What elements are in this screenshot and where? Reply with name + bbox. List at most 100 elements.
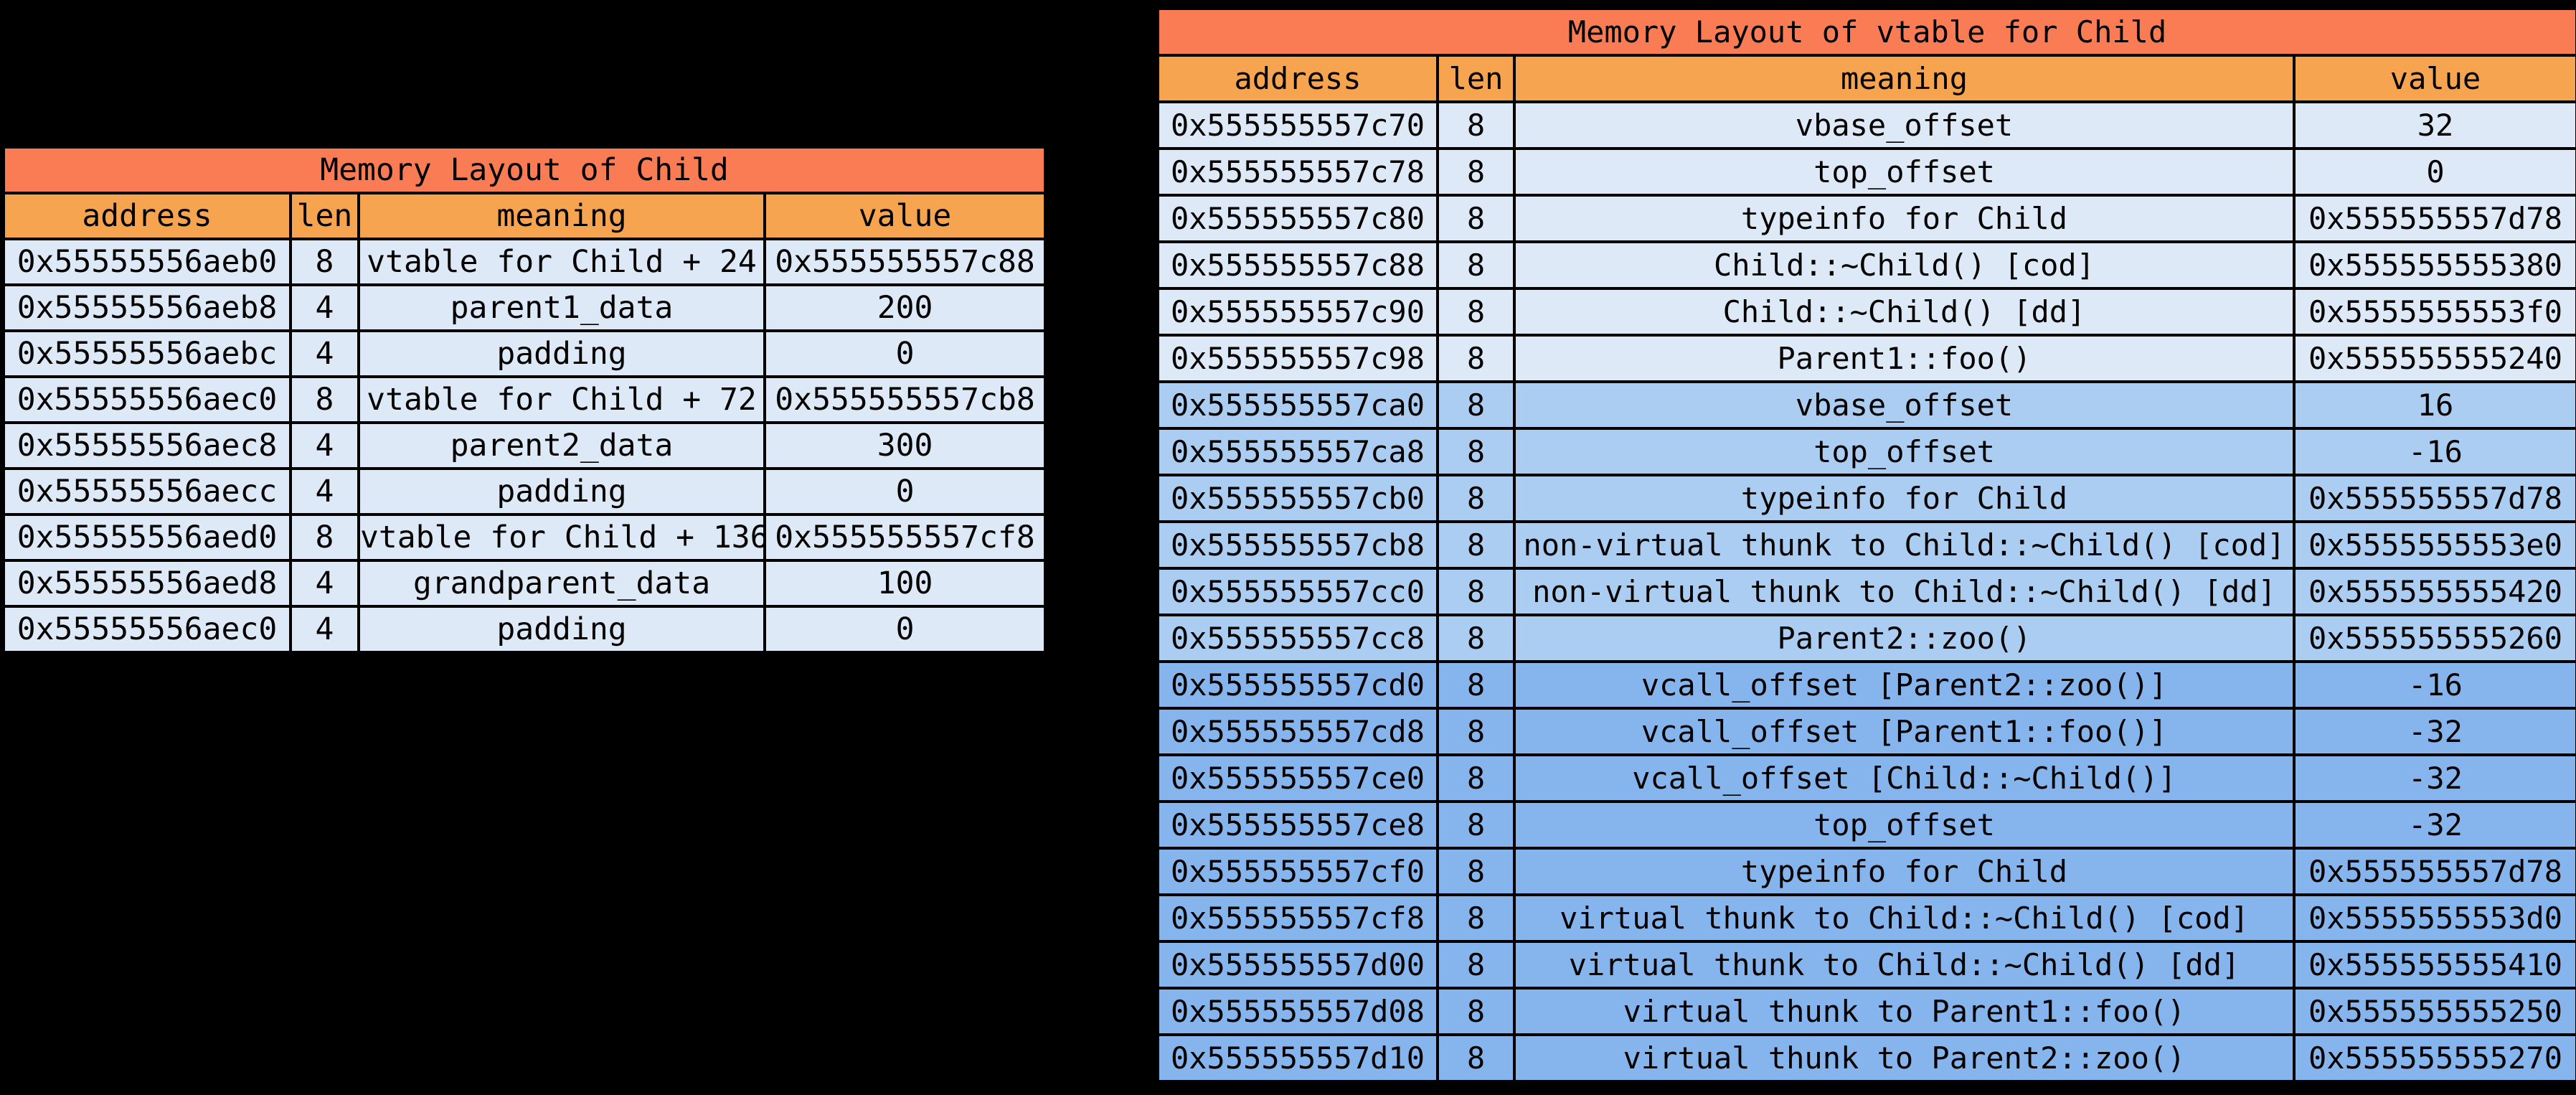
vtable-memory-table: Memory Layout of vtable for Child addres…: [1156, 7, 2576, 1083]
cell-value: 32: [2292, 100, 2576, 150]
table-row: 0x55555556aebc 4 padding 0: [2, 329, 1047, 378]
cell-value: -32: [2292, 800, 2576, 850]
cell-len: 4: [289, 283, 360, 332]
cell-meaning: typeinfo for Child: [1513, 194, 2296, 243]
cell-address: 0x555555557c98: [1156, 334, 1439, 383]
cell-len: 8: [1436, 893, 1516, 943]
cell-meaning: vcall_offset [Child::~Child()]: [1513, 753, 2296, 803]
cell-len: 8: [1436, 194, 1516, 243]
cell-address: 0x55555556aebc: [2, 329, 292, 378]
cell-value: 0x555555555260: [2292, 614, 2576, 663]
cell-meaning: typeinfo for Child: [1513, 474, 2296, 523]
cell-address: 0x555555557cb8: [1156, 520, 1439, 570]
cell-address: 0x555555557c78: [1156, 147, 1439, 197]
cell-address: 0x555555557d10: [1156, 1033, 1439, 1083]
cell-len: 8: [1436, 753, 1516, 803]
cell-meaning: grandparent_data: [357, 559, 766, 608]
col-header-address: address: [2, 192, 292, 240]
cell-len: 4: [289, 605, 360, 654]
cell-address: 0x55555556aec0: [2, 375, 292, 424]
cell-len: 8: [1436, 800, 1516, 850]
cell-value: 0x5555555553f0: [2292, 287, 2576, 337]
cell-value: 0x555555555420: [2292, 567, 2576, 616]
cell-meaning: top_offset: [1513, 800, 2296, 850]
table-row: 0x55555556aed0 8 vtable for Child + 136 0x5…: [2, 513, 1047, 562]
table-row: 0x555555557cf8 8 virtual thunk to Child::~…: [1156, 893, 2576, 943]
cell-meaning: virtual thunk to Parent2::zoo(): [1513, 1033, 2296, 1083]
cell-len: 8: [1436, 474, 1516, 523]
cell-meaning: padding: [357, 467, 766, 516]
cell-value: -32: [2292, 707, 2576, 756]
cell-len: 8: [1436, 380, 1516, 430]
cell-value: 0x5555555553e0: [2292, 520, 2576, 570]
cell-value: 0x555555557cf8: [763, 513, 1047, 562]
col-header-len: len: [1436, 54, 1516, 103]
cell-address: 0x55555556aeb8: [2, 283, 292, 332]
cell-meaning: Child::~Child() [dd]: [1513, 287, 2296, 337]
cell-value: 0x555555555410: [2292, 940, 2576, 990]
cell-len: 4: [289, 329, 360, 378]
table-row: 0x555555557cb8 8 non-virtual thunk to Chil…: [1156, 520, 2576, 570]
cell-address: 0x555555557d08: [1156, 987, 1439, 1036]
cell-value: 0: [763, 467, 1047, 516]
cell-len: 8: [1436, 567, 1516, 616]
cell-address: 0x555555557cd0: [1156, 660, 1439, 710]
cell-meaning: Child::~Child() [cod]: [1513, 240, 2296, 290]
cell-meaning: vtable for Child + 72: [357, 375, 766, 424]
cell-meaning: virtual thunk to Parent1::foo(): [1513, 987, 2296, 1036]
cell-value: -32: [2292, 753, 2576, 803]
cell-len: 8: [1436, 334, 1516, 383]
cell-len: 8: [1436, 1033, 1516, 1083]
cell-meaning: Parent1::foo(): [1513, 334, 2296, 383]
table-title: Memory Layout of vtable for Child: [1156, 7, 2576, 57]
table-row: 0x555555557c88 8 Child::~Child() [cod] 0x55…: [1156, 240, 2576, 290]
col-header-value: value: [2292, 54, 2576, 103]
table-row: 0x555555557d10 8 virtual thunk to Parent2:…: [1156, 1033, 2576, 1083]
table-row: 0x55555556aec0 8 vtable for Child + 72 0x55…: [2, 375, 1047, 424]
cell-address: 0x55555556aed0: [2, 513, 292, 562]
table-row: 0x555555557c70 8 vbase_offset 32: [1156, 100, 2576, 150]
cell-len: 4: [289, 421, 360, 470]
table-row: 0x555555557cc8 8 Parent2::zoo() 0x555555555…: [1156, 614, 2576, 663]
cell-len: 8: [1436, 660, 1516, 710]
cell-address: 0x555555557c88: [1156, 240, 1439, 290]
table-row: 0x555555557cd0 8 vcall_offset [Parent2::zo…: [1156, 660, 2576, 710]
cell-meaning: vtable for Child + 136: [357, 513, 766, 562]
table-row: 0x555555557ce8 8 top_offset -32: [1156, 800, 2576, 850]
col-header-address: address: [1156, 54, 1439, 103]
cell-len: 8: [289, 375, 360, 424]
table-row: 0x555555557cb0 8 typeinfo for Child 0x55555…: [1156, 474, 2576, 523]
cell-address: 0x555555557c90: [1156, 287, 1439, 337]
cell-len: 8: [1436, 147, 1516, 197]
table-row: 0x555555557ca0 8 vbase_offset 16: [1156, 380, 2576, 430]
cell-value: 0x555555557d78: [2292, 474, 2576, 523]
cell-len: 8: [1436, 287, 1516, 337]
cell-meaning: non-virtual thunk to Child::~Child() [co…: [1513, 520, 2296, 570]
cell-value: 0x555555555250: [2292, 987, 2576, 1036]
cell-value: 0x555555555240: [2292, 334, 2576, 383]
cell-meaning: vbase_offset: [1513, 100, 2296, 150]
cell-address: 0x555555557cf8: [1156, 893, 1439, 943]
cell-address: 0x555555557cd8: [1156, 707, 1439, 756]
cell-value: 100: [763, 559, 1047, 608]
cell-address: 0x55555556aeb0: [2, 238, 292, 286]
cell-value: -16: [2292, 660, 2576, 710]
cell-value: 300: [763, 421, 1047, 470]
cell-value: 16: [2292, 380, 2576, 430]
cell-meaning: virtual thunk to Child::~Child() [cod]: [1513, 893, 2296, 943]
cell-len: 8: [289, 513, 360, 562]
table-header-row: address len meaning value: [1156, 54, 2576, 103]
table-row: 0x55555556aec0 4 padding 0: [2, 605, 1047, 654]
cell-value: 0: [763, 329, 1047, 378]
cell-meaning: vtable for Child + 24: [357, 238, 766, 286]
cell-address: 0x555555557d00: [1156, 940, 1439, 990]
cell-value: 0x555555557d78: [2292, 847, 2576, 896]
cell-address: 0x555555557c70: [1156, 100, 1439, 150]
cell-value: 200: [763, 283, 1047, 332]
table-header-row: address len meaning value: [2, 192, 1047, 240]
table-row: 0x555555557ca8 8 top_offset -16: [1156, 427, 2576, 476]
cell-meaning: non-virtual thunk to Child::~Child() [dd…: [1513, 567, 2296, 616]
cell-address: 0x55555556aec8: [2, 421, 292, 470]
cell-value: 0: [2292, 147, 2576, 197]
cell-meaning: top_offset: [1513, 147, 2296, 197]
